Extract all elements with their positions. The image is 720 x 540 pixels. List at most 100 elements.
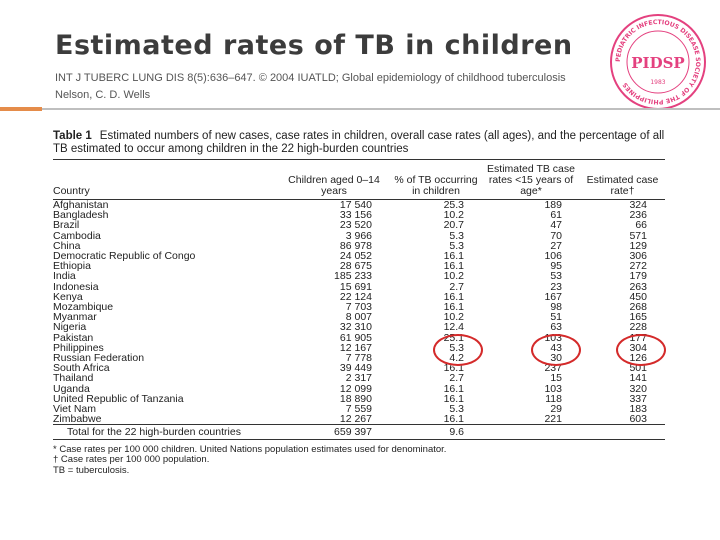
table-row: Brazil 23 520 20.7 47 66	[53, 219, 665, 232]
cell-rate-all: 320	[629, 382, 647, 395]
cell-pct: 10.2	[443, 311, 464, 324]
logo-monogram: PIDSP	[631, 54, 684, 72]
cell-children: 7 559	[345, 403, 372, 416]
cell-rate15: 63	[550, 321, 562, 334]
table-row: China 86 978 5.3 27 129	[53, 239, 665, 252]
cell-country: Brazil	[53, 219, 80, 232]
cell-children: 7 703	[345, 301, 372, 314]
cell-country: India	[53, 270, 76, 283]
footnote: TB = tuberculosis.	[53, 464, 130, 476]
cell-rate15: 27	[550, 239, 562, 252]
table-row: Myanmar 8 007 10.2 51 165	[53, 311, 665, 324]
cell-pct: 5.3	[449, 341, 464, 354]
cell-pct: 20.7	[443, 219, 464, 232]
cell-country: Nigeria	[53, 321, 87, 334]
cell-country: Zimbabwe	[53, 413, 102, 426]
cell-pct: 16.1	[443, 392, 464, 405]
cell-children: 61 905	[339, 331, 372, 344]
table-row: Nigeria 32 310 12.4 63 228	[53, 321, 665, 334]
cell-rate-all: 126	[629, 352, 647, 365]
cell-rate15: 103	[544, 331, 562, 344]
cell-rate15: 70	[550, 229, 562, 242]
footnote: * Case rates per 100 000 children. Unite…	[53, 443, 447, 455]
cell-pct: 16.1	[443, 382, 464, 395]
cell-pct: 16.1	[443, 301, 464, 314]
cell-rate15: 23	[550, 280, 562, 293]
table-top-rule	[53, 159, 665, 160]
cell-rate-all: 450	[629, 290, 647, 303]
table-row: Uganda 12 099 16.1 103 320	[53, 382, 665, 395]
total-pct: 9.6	[390, 424, 482, 440]
header-rate-all: Estimated case rate†	[586, 174, 659, 197]
cell-children: 33 156	[339, 209, 372, 222]
cell-rate-all: 236	[629, 209, 647, 222]
cell-pct: 5.3	[449, 403, 464, 416]
cell-pct: 2.7	[449, 372, 464, 385]
cell-country: Bangladesh	[53, 209, 109, 222]
cell-children: 2 317	[345, 372, 372, 385]
cell-children: 22 124	[339, 290, 372, 303]
table-row: India 185 233 10.2 53 179	[53, 270, 665, 283]
cell-children: 12 099	[339, 382, 372, 395]
cell-rate15: 221	[544, 413, 562, 426]
cell-rate-all: 263	[629, 280, 647, 293]
cell-children: 3 966	[345, 229, 372, 242]
header-country: Country	[53, 185, 90, 197]
cell-rate15: 30	[550, 352, 562, 365]
cell-country: Russian Federation	[53, 352, 145, 365]
table-row: Viet Nam 7 559 5.3 29 183	[53, 403, 665, 416]
cell-country: Thailand	[53, 372, 94, 385]
cell-rate15: 43	[550, 341, 562, 354]
table-row: South Africa 39 449 16.1 237 501	[53, 362, 665, 375]
cell-pct: 4.2	[449, 352, 464, 365]
cell-pct: 5.3	[449, 229, 464, 242]
cell-children: 24 052	[339, 250, 372, 263]
table-row: United Republic of Tanzania 18 890 16.1 118…	[53, 392, 665, 405]
cell-country: Afghanistan	[53, 199, 109, 211]
table-caption: Table 1 Estimated numbers of new cases, c…	[53, 130, 665, 156]
citation-line-1: INT J TUBERC LUNG DIS 8(5):636–647. © 20…	[55, 72, 566, 84]
header-rate15: Estimated TB case rates <15 years of age…	[487, 163, 575, 197]
data-table: Country Children aged 0–14 years % of TB…	[53, 160, 665, 440]
cell-rate-all: 603	[629, 413, 647, 426]
cell-children: 18 890	[339, 392, 372, 405]
table-header-row: Country Children aged 0–14 years % of TB…	[53, 160, 665, 200]
title-divider	[0, 108, 720, 110]
cell-rate-all: 337	[629, 392, 647, 405]
cell-country: Philippines	[53, 341, 104, 354]
cell-rate-all: 501	[629, 362, 647, 375]
cell-country: Mozambique	[53, 301, 114, 314]
cell-children: 8 007	[345, 311, 372, 324]
cell-rate-all: 228	[629, 321, 647, 334]
cell-pct: 16.1	[443, 260, 464, 273]
cell-rate-all: 304	[629, 341, 647, 354]
cell-rate15: 47	[550, 219, 562, 232]
footnote: † Case rates per 100 000 population.	[53, 454, 210, 466]
cell-pct: 25.1	[443, 331, 464, 344]
table-row: Cambodia 3 966 5.3 70 571	[53, 229, 665, 242]
pidsp-logo: PEDIATRIC INFECTIOUS DISEASE SOCIETY OF …	[610, 14, 706, 110]
cell-country: Viet Nam	[53, 403, 96, 416]
cell-country: Ethiopia	[53, 260, 91, 273]
cell-rate15: 106	[544, 250, 562, 263]
cell-rate-all: 129	[629, 239, 647, 252]
slide-title: Estimated rates of TB in children	[55, 30, 573, 61]
cell-country: Pakistan	[53, 331, 94, 344]
cell-rate15: 189	[544, 199, 562, 211]
cell-rate-all: 306	[629, 250, 647, 263]
header-children: Children aged 0–14 years	[288, 174, 380, 197]
table-row: Thailand 2 317 2.7 15 141	[53, 372, 665, 385]
cell-children: 17 540	[339, 199, 372, 211]
cell-pct: 2.7	[449, 280, 464, 293]
cell-rate-all: 179	[629, 270, 647, 283]
cell-pct: 16.1	[443, 362, 464, 375]
cell-pct: 16.1	[443, 413, 464, 426]
cell-children: 12 267	[339, 413, 372, 426]
table-row: Zimbabwe 12 267 16.1 221 603	[53, 414, 665, 425]
cell-country: Myanmar	[53, 311, 97, 324]
title-divider-accent	[0, 107, 42, 111]
total-children: 659 397	[278, 424, 390, 440]
table-row: Indonesia 15 691 2.7 23 263	[53, 280, 665, 293]
tb-table: Table 1 Estimated numbers of new cases, c…	[53, 130, 665, 476]
cell-country: Indonesia	[53, 280, 99, 293]
